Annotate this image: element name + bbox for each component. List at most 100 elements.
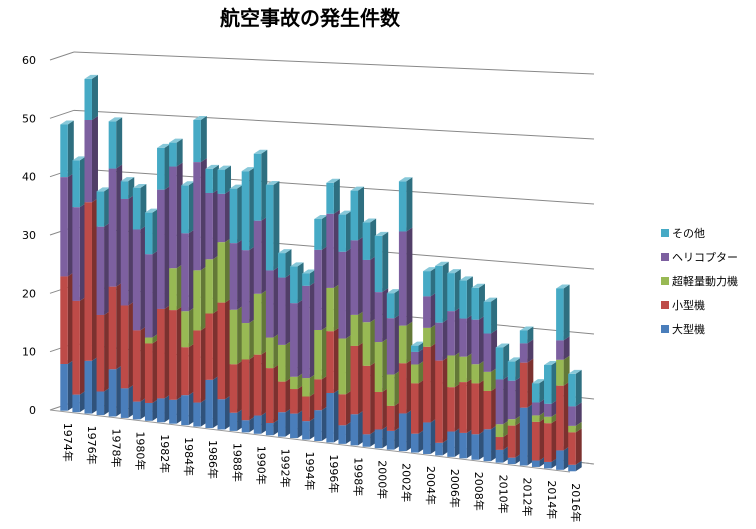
bar-side [454, 351, 461, 388]
bar-side [273, 364, 280, 424]
bar-top [314, 215, 328, 219]
bar-front [72, 160, 80, 208]
bar-top [362, 218, 377, 223]
bar-side [515, 415, 522, 426]
bar-side [539, 411, 546, 422]
bar-front [519, 330, 528, 344]
bar-side [104, 187, 111, 227]
bar-side [273, 419, 280, 436]
bar-front [265, 270, 274, 338]
bar-top [447, 269, 461, 274]
bar-segment [277, 340, 292, 382]
bar-side [345, 390, 352, 426]
bar-side [442, 261, 449, 323]
bar-front [338, 214, 346, 252]
bar-front [386, 318, 395, 375]
bar-side [67, 272, 74, 364]
bar-segment [229, 184, 244, 244]
bar-segment [84, 356, 98, 414]
bar-side [575, 428, 582, 465]
bar-side [430, 292, 437, 328]
bar-segment [120, 384, 135, 418]
bar-top [568, 369, 582, 374]
chart-title: 航空事故の発生件数 [220, 6, 400, 30]
bar-front [410, 383, 419, 434]
bar-side [273, 180, 280, 271]
bar-segment [302, 281, 316, 379]
bar-side [358, 186, 365, 241]
bar-side [249, 319, 256, 360]
bar-segment [447, 307, 461, 356]
bar-front [374, 235, 383, 293]
bar-segment [108, 164, 123, 287]
y-tick-label: 20 [22, 287, 36, 300]
bar-front [193, 162, 201, 271]
bar-segment [193, 326, 207, 403]
bar-side [321, 215, 328, 250]
bar-top [531, 379, 546, 384]
bar-side [442, 318, 449, 361]
bar-front [290, 266, 298, 304]
bar-segment [483, 425, 498, 462]
bar-front [423, 422, 431, 454]
bar-side [321, 245, 328, 330]
x-tick-label: 1978年 [109, 428, 123, 467]
bar-segment [447, 351, 461, 388]
bar-front [398, 181, 407, 232]
bar-front [556, 450, 564, 470]
bar-side [551, 457, 558, 469]
bar-side [91, 356, 98, 414]
bar-segment [531, 417, 546, 461]
bar-front [132, 229, 141, 331]
bar-segment [205, 309, 219, 380]
bar-top [495, 343, 510, 348]
bar-segment [181, 343, 195, 396]
bar-front [410, 433, 419, 453]
bar-front [423, 346, 431, 423]
bar-side [91, 198, 98, 361]
bar-side [212, 309, 219, 380]
bar-front [362, 365, 371, 435]
bar-side [237, 408, 244, 431]
bar-segment [423, 292, 437, 328]
bar-side [79, 296, 86, 395]
bar-front [326, 331, 334, 393]
bar-side [478, 283, 485, 320]
bar-front [544, 403, 552, 417]
bar-side [563, 381, 570, 451]
bar-front [519, 343, 528, 363]
bar-front [471, 287, 479, 320]
bar-segment [72, 156, 86, 208]
bar-side [442, 438, 449, 456]
bar-side [575, 460, 582, 472]
bar-front [72, 300, 80, 395]
x-tick-label: 2008年 [472, 472, 486, 511]
bar-front [410, 345, 419, 352]
bar-segment [459, 378, 473, 433]
bar-side [478, 379, 485, 435]
bar-side [491, 386, 498, 430]
gridline-side [49, 51, 75, 61]
bar-segment [314, 326, 328, 380]
bar-side [79, 156, 86, 208]
bar-segment [410, 341, 425, 352]
bar-front [568, 425, 576, 433]
bar-side [297, 299, 304, 377]
bar-top [302, 269, 316, 274]
bar-segment [217, 189, 232, 243]
bar-front [568, 432, 576, 465]
bar-segment [193, 398, 207, 427]
bar-front [459, 356, 467, 383]
bar-segment [362, 361, 377, 435]
bar-front [84, 78, 92, 120]
bar-front [495, 347, 504, 380]
bar-segment [423, 342, 437, 423]
bar-side [358, 236, 365, 315]
bar-segment [495, 343, 510, 380]
bar-side [104, 387, 111, 416]
bar-top [229, 184, 244, 189]
x-tick-label: 1992年 [279, 449, 293, 488]
bar-segment [290, 409, 304, 439]
bar-side [333, 283, 340, 332]
bar-segment [338, 334, 352, 395]
